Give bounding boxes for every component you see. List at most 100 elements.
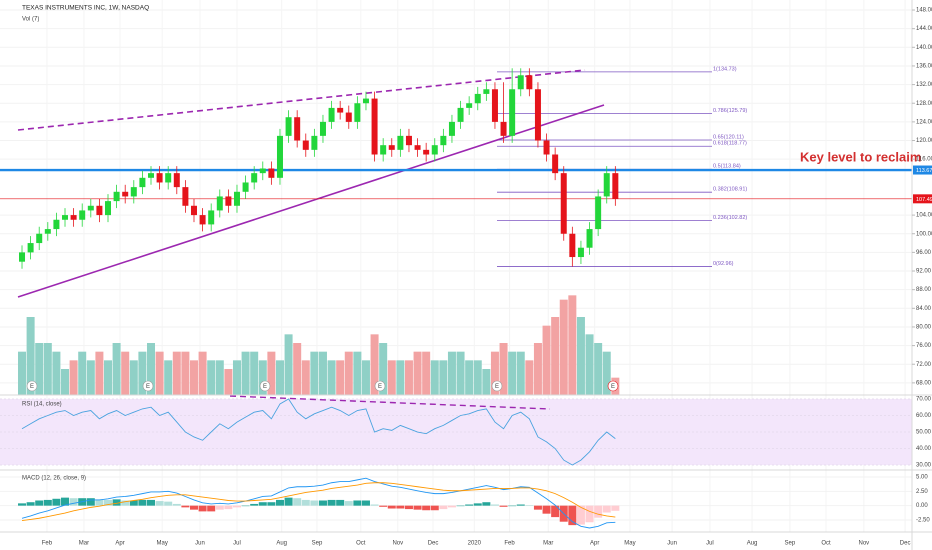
fib-label: 0.5(113.84)	[713, 164, 741, 170]
x-tick-label: Mar	[79, 541, 89, 547]
volume-bar	[336, 360, 345, 395]
x-tick-label: Aug	[747, 541, 758, 547]
y-tick-label: 92.00	[916, 269, 932, 275]
rsi-title: RSI (14, close)	[22, 402, 62, 408]
fib-label: 0.236(102.82)	[713, 215, 747, 221]
macd-histogram-bar	[379, 505, 388, 507]
candle-body	[319, 121, 326, 136]
candle-body	[466, 103, 473, 108]
candle-body	[526, 75, 533, 90]
macd-histogram-bar	[232, 505, 241, 508]
fib-label: 0.786(125.79)	[713, 108, 747, 114]
candle-body	[268, 168, 275, 178]
volume-bar	[26, 317, 35, 395]
macd-histogram-bar	[318, 500, 327, 506]
earnings-marker[interactable]	[259, 380, 271, 392]
earnings-label: E	[146, 384, 150, 390]
macd-tick-label: 2.50	[916, 489, 928, 495]
macd-tick-label: -2.50	[916, 518, 930, 524]
macd-histogram-bar	[26, 502, 35, 506]
rsi-tick-label: 60.00	[916, 413, 932, 419]
candle-body	[423, 149, 430, 155]
macd-histogram-bar	[224, 505, 233, 510]
macd-histogram-bar	[525, 505, 534, 506]
candle-body	[233, 191, 240, 206]
candle-body	[79, 210, 86, 220]
candle-body	[397, 135, 404, 150]
x-tick-label: Nov	[859, 541, 870, 547]
macd-histogram-bar	[533, 505, 542, 510]
candle-body	[337, 107, 344, 113]
candle-body	[276, 135, 283, 178]
y-tick-label: 124.00	[916, 119, 932, 125]
volume-bar	[387, 360, 396, 395]
fib-label: 0.618(118.77)	[713, 141, 747, 147]
volume-bar	[465, 360, 474, 395]
macd-histogram-bar	[361, 500, 370, 506]
candle-body	[165, 173, 172, 183]
x-tick-label: Jun	[667, 541, 677, 547]
candle-body	[457, 107, 464, 122]
candle-body	[36, 233, 43, 244]
key-level-label: 113.67	[916, 168, 932, 174]
volume-bar	[551, 317, 560, 395]
chart-title: TEXAS INSTRUMENTS INC, 1W, NASDAQ	[22, 5, 149, 12]
volume-bar	[35, 343, 44, 395]
volume-bar	[422, 351, 431, 395]
candle-body	[62, 215, 69, 220]
y-tick-label: 96.00	[916, 250, 932, 256]
volume-bar	[18, 351, 27, 395]
signal-line	[21, 482, 616, 521]
macd-histogram-bar	[499, 505, 508, 507]
macd-histogram-bar	[327, 499, 336, 506]
volume-bar	[293, 343, 302, 395]
volume-bar	[318, 351, 327, 395]
earnings-marker[interactable]	[491, 380, 503, 392]
x-tick-label: Feb	[42, 541, 53, 547]
volume-bar	[224, 369, 233, 395]
earnings-marker[interactable]	[142, 380, 154, 392]
volume-bar	[499, 343, 508, 395]
macd-histogram-bar	[35, 500, 44, 506]
volume-bar	[104, 360, 113, 395]
candle-body	[173, 173, 180, 188]
x-tick-label: Aug	[276, 541, 287, 547]
volume-bar	[121, 351, 130, 395]
volume-bar	[310, 351, 319, 395]
candle-body	[122, 191, 129, 197]
x-tick-label: Feb	[504, 541, 515, 547]
rsi-divergence-line	[229, 395, 551, 410]
candle-body	[156, 173, 163, 183]
macd-histogram-bar	[95, 499, 104, 506]
candle-body	[285, 117, 292, 136]
volume-bar	[164, 360, 173, 395]
candle-body	[474, 93, 481, 104]
macd-title: MACD (12, 26, close, 9)	[22, 476, 86, 482]
y-tick-label: 116.00	[916, 157, 932, 163]
volume-bar	[172, 351, 181, 395]
volume-bar	[250, 351, 259, 395]
candle-body	[543, 140, 550, 155]
x-tick-label: Apr	[590, 541, 599, 547]
candle-body	[388, 145, 395, 150]
macd-histogram-bar	[551, 505, 560, 518]
volume-bar	[602, 351, 611, 395]
volume-bar	[508, 351, 517, 395]
earnings-marker[interactable]	[26, 380, 38, 392]
volume-bar	[207, 360, 216, 395]
macd-histogram-bar	[250, 503, 259, 506]
x-tick-label: May	[624, 541, 635, 547]
volume-bar	[413, 351, 422, 395]
volume-bar	[181, 351, 190, 395]
volume-bar	[198, 351, 207, 395]
y-tick-label: 148.00	[916, 8, 932, 14]
candle-body	[199, 215, 206, 225]
volume-bar	[447, 351, 456, 395]
earnings-marker[interactable]	[374, 380, 386, 392]
macd-histogram-bar	[189, 505, 198, 510]
x-tick-label: Jul	[706, 541, 714, 547]
earnings-marker[interactable]	[607, 380, 619, 392]
volume-bar	[215, 360, 224, 395]
volume-bar	[284, 334, 293, 395]
